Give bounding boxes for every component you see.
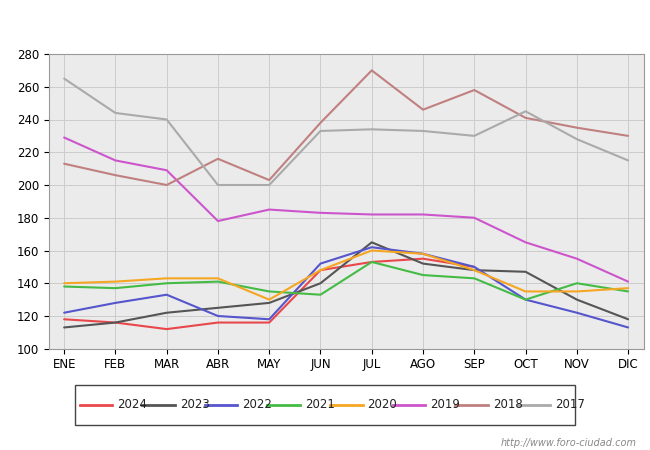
Text: 2017: 2017	[555, 399, 585, 411]
Text: 2022: 2022	[242, 399, 272, 411]
Text: 2023: 2023	[180, 399, 209, 411]
Text: 2020: 2020	[367, 399, 397, 411]
Text: 2018: 2018	[493, 399, 523, 411]
Text: 2019: 2019	[430, 399, 460, 411]
Text: Afiliados en Castrocontrigo a 30/9/2024: Afiliados en Castrocontrigo a 30/9/2024	[146, 15, 504, 33]
Text: 2024: 2024	[117, 399, 147, 411]
Text: 2021: 2021	[305, 399, 335, 411]
Text: http://www.foro-ciudad.com: http://www.foro-ciudad.com	[501, 438, 637, 448]
